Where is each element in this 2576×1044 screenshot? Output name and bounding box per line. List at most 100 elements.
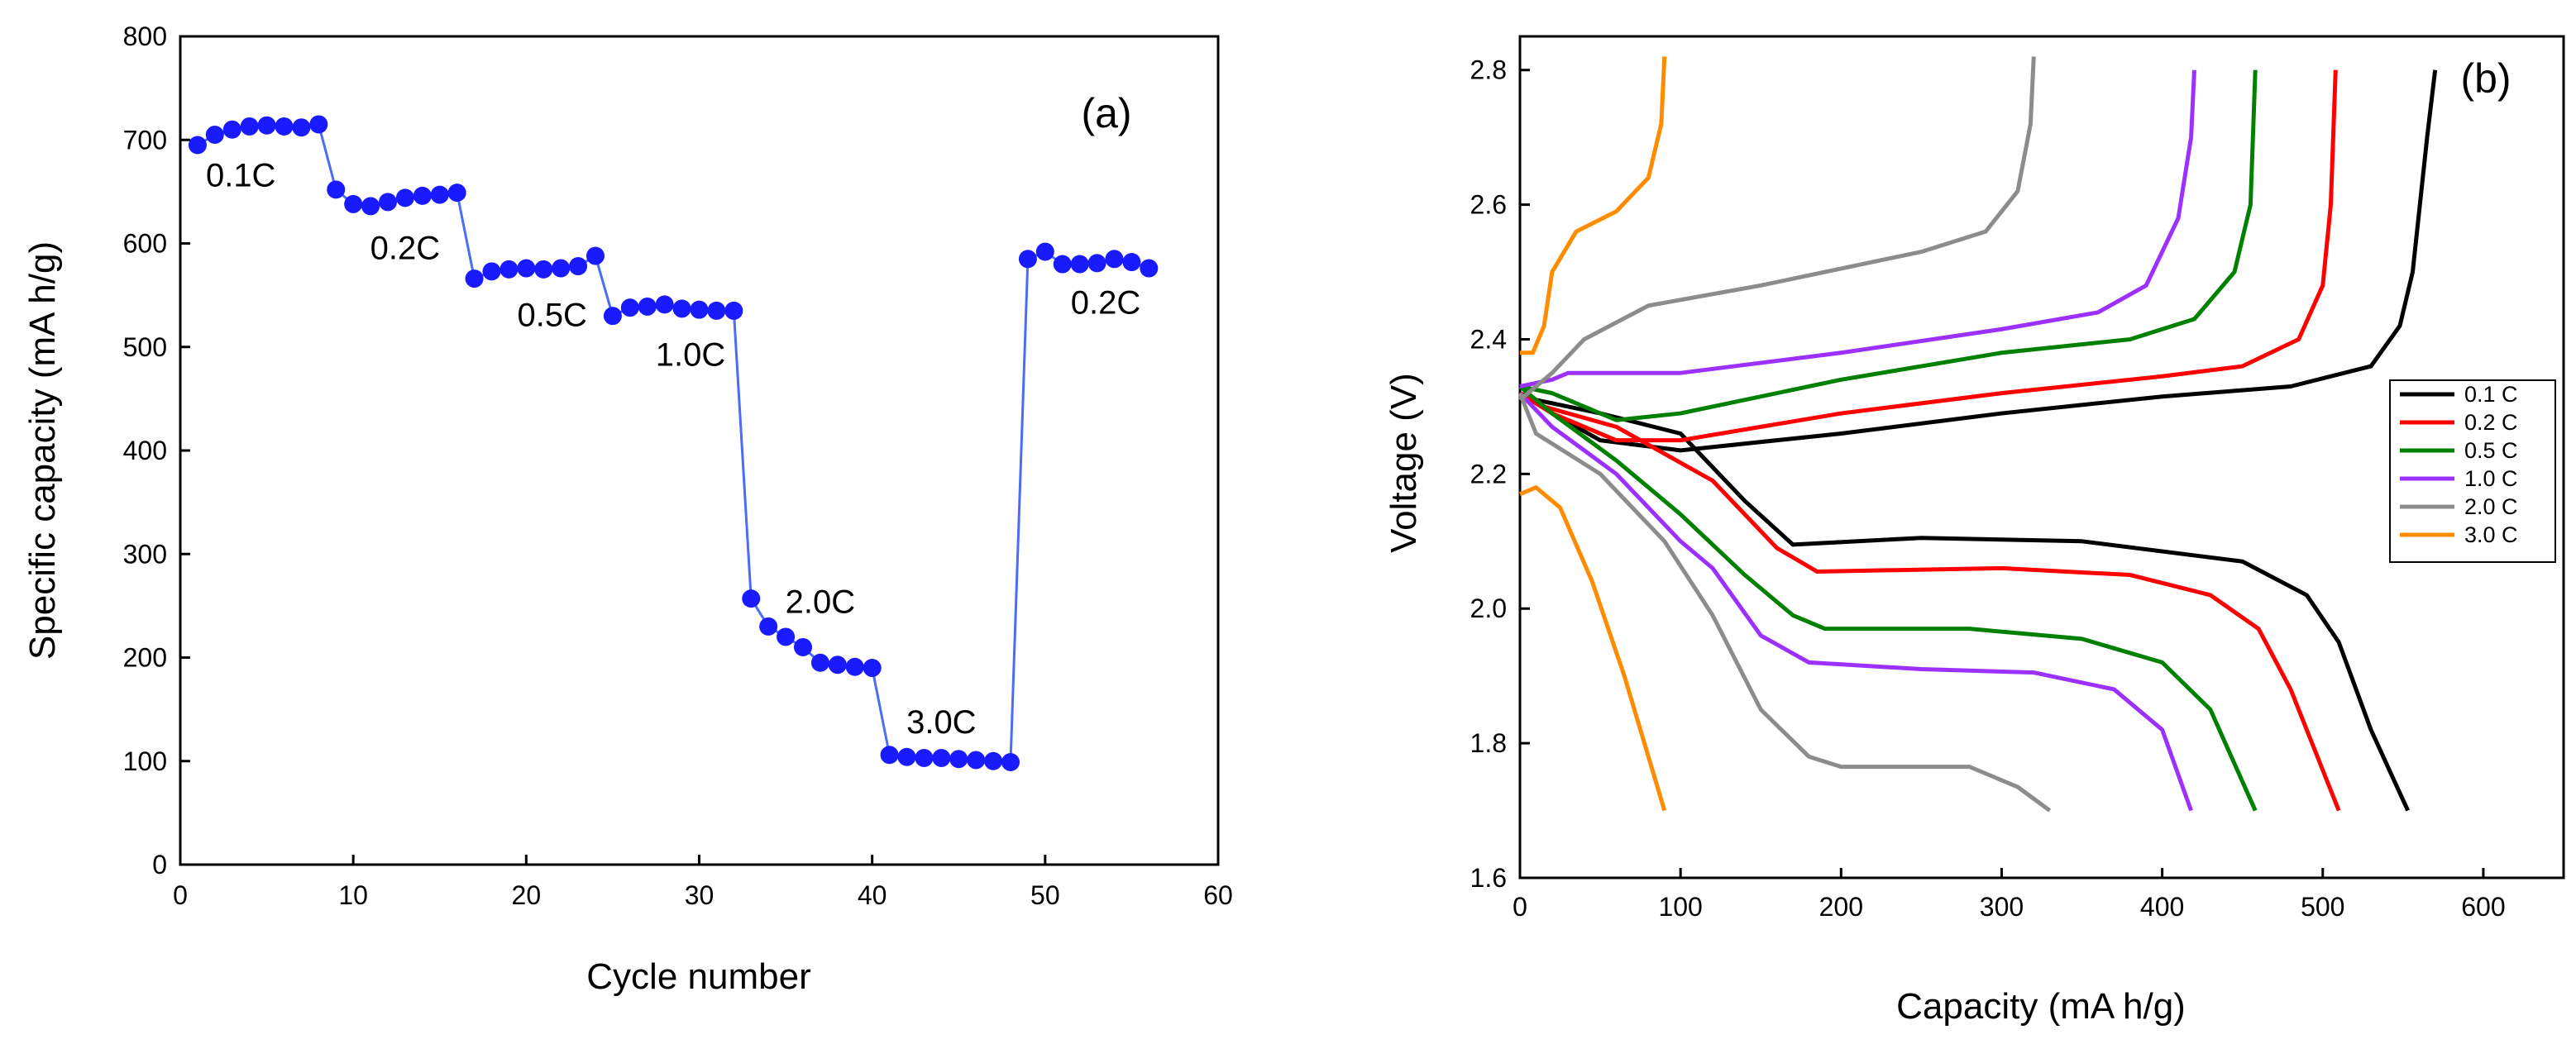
- legend-label: 1.0 C: [2464, 466, 2518, 491]
- data-point: [327, 180, 346, 199]
- legend-label: 2.0 C: [2464, 494, 2518, 519]
- rate-annotation: 0.2C: [370, 230, 441, 266]
- panel-label-a: (a): [1081, 90, 1131, 136]
- data-point: [1105, 250, 1124, 269]
- data-point: [257, 116, 276, 135]
- legend-label: 0.5 C: [2464, 438, 2518, 463]
- data-point: [534, 260, 553, 279]
- y-axis-title-a: Specific capacity (mA h/g): [22, 241, 63, 660]
- panel-label-b: (b): [2460, 55, 2511, 102]
- y-tick-label-b: 2.0: [1470, 594, 1507, 623]
- x-tick-label-a: 30: [685, 880, 714, 910]
- y-tick-label-a: 200: [123, 643, 167, 673]
- data-point: [430, 185, 449, 204]
- x-tick-label-b: 600: [2461, 892, 2505, 922]
- data-point: [1140, 259, 1159, 278]
- series-line-a: [197, 122, 1149, 764]
- legend-label: 3.0 C: [2464, 522, 2518, 547]
- data-point: [794, 637, 812, 656]
- y-tick-label-b: 2.4: [1470, 324, 1507, 354]
- rate-annotation: 0.2C: [1071, 285, 1141, 322]
- data-point: [915, 748, 934, 767]
- data-point: [379, 193, 397, 212]
- rate-annotation: 3.0C: [906, 704, 977, 741]
- data-point: [344, 194, 363, 213]
- data-point: [620, 298, 639, 317]
- data-point: [205, 125, 224, 144]
- y-tick-label-b: 1.6: [1470, 863, 1507, 893]
- data-point: [777, 627, 796, 646]
- data-point: [707, 301, 726, 320]
- x-axis-title-a: Cycle number: [586, 956, 810, 997]
- x-tick-label-a: 40: [858, 880, 887, 910]
- x-tick-label-a: 10: [338, 880, 368, 910]
- charge-curve: [1518, 69, 2438, 453]
- y-tick-label-a: 700: [123, 125, 167, 155]
- data-point: [1001, 753, 1020, 772]
- data-point: [517, 259, 536, 278]
- y-tick-label-a: 300: [123, 539, 167, 569]
- data-point: [638, 297, 657, 316]
- charge-curve: [1518, 69, 2338, 443]
- rate-annotation: 0.5C: [517, 298, 587, 334]
- data-point: [447, 184, 466, 203]
- charge-curve: [1520, 56, 1667, 355]
- data-point: [897, 747, 916, 766]
- x-tick-label-b: 300: [1980, 892, 2024, 922]
- data-point: [863, 659, 882, 678]
- discharge-curve: [1519, 485, 1667, 812]
- rate-annotation: 1.0C: [656, 336, 726, 373]
- x-axis-title-b: Capacity (mA h/g): [1896, 986, 2186, 1027]
- data-point: [603, 307, 622, 326]
- y-tick-label-a: 100: [123, 746, 167, 776]
- data-point: [1070, 255, 1089, 274]
- data-point: [845, 657, 864, 676]
- data-point: [759, 617, 778, 636]
- series-lines-b: [1517, 56, 2438, 813]
- data-point: [810, 653, 829, 672]
- data-point: [655, 295, 674, 314]
- x-tick-label-b: 200: [1819, 892, 1863, 922]
- data-point: [275, 117, 294, 136]
- discharge-curve: [1518, 384, 2258, 812]
- axis-ticks-b: 0 100 200 300 400 500 600 1.6 1.8 2.0 2.2 2.4 2.6 2.8: [1470, 55, 2506, 922]
- data-point: [1018, 250, 1037, 269]
- data-point: [967, 751, 986, 770]
- data-point: [361, 197, 380, 216]
- legend: 0.1 C 0.2 C 0.5 C 1.0 C 2.0 C 3.0 C: [2389, 379, 2556, 563]
- data-point: [188, 136, 207, 155]
- discharge-curve: [1518, 391, 2341, 812]
- y-tick-label-a: 800: [123, 21, 167, 51]
- data-point: [1053, 255, 1072, 274]
- data-point: [724, 301, 743, 320]
- data-point: [309, 115, 328, 134]
- x-tick-label-a: 0: [173, 880, 188, 910]
- legend-box: [2389, 379, 2556, 563]
- y-axis-title-b: Voltage (V): [1384, 373, 1424, 553]
- data-point: [690, 300, 709, 319]
- discharge-curve: [1518, 391, 2193, 812]
- y-tick-label-b: 2.2: [1470, 459, 1507, 489]
- charge-curve: [1518, 56, 2036, 402]
- data-point: [222, 120, 241, 139]
- x-tick-label-b: 0: [1513, 892, 1527, 922]
- data-point: [672, 299, 691, 318]
- data-point: [395, 188, 414, 207]
- data-point: [984, 751, 1003, 770]
- x-tick-label-a: 50: [1030, 880, 1060, 910]
- discharge-curve: [1519, 391, 2410, 812]
- data-point: [880, 746, 899, 765]
- data-point: [828, 655, 847, 675]
- charge-curve: [1519, 69, 2196, 389]
- y-tick-label-a: 400: [123, 436, 167, 465]
- data-point: [586, 246, 605, 265]
- data-point: [949, 750, 968, 769]
- data-point: [499, 260, 519, 279]
- rate-annotation: 2.0C: [786, 584, 856, 621]
- x-tick-label-b: 500: [2301, 892, 2344, 922]
- series-line: [197, 122, 1149, 764]
- x-tick-label-a: 60: [1203, 880, 1233, 910]
